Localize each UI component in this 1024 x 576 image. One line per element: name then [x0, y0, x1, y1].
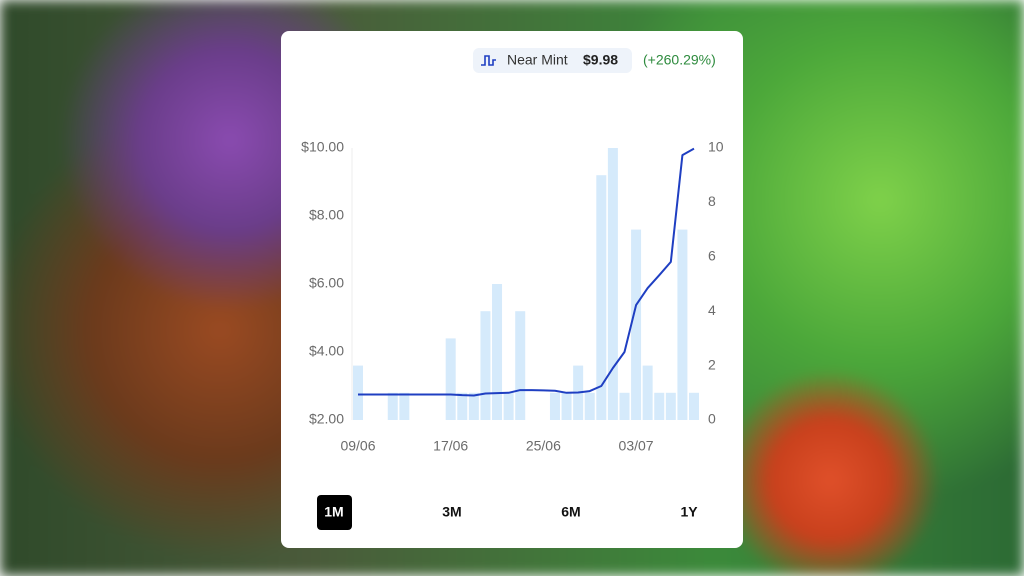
y2-tick-label: 4: [708, 302, 716, 318]
y-tick-label: $2.00: [309, 411, 344, 427]
bar: [353, 365, 363, 420]
bar: [631, 229, 642, 420]
bar: [549, 392, 560, 420]
card: [281, 31, 743, 548]
bar: [607, 148, 618, 420]
x-tick-label: 03/07: [619, 438, 654, 454]
y2-tick-label: 6: [708, 248, 716, 264]
bar: [689, 392, 699, 420]
price-line: [358, 147, 695, 397]
bar: [445, 338, 456, 420]
y-tick-label: $6.00: [309, 275, 344, 291]
bar: [584, 392, 595, 420]
bar: [503, 392, 514, 420]
bar: [515, 311, 526, 420]
bar: [399, 392, 410, 420]
y2-tick-label: 0: [708, 411, 716, 427]
legend-name: Near Mint: [507, 52, 568, 68]
bar: [387, 392, 398, 420]
range-button[interactable]: 3M: [442, 504, 461, 520]
bar: [492, 284, 503, 420]
bar: [457, 392, 468, 420]
bar: [619, 392, 630, 420]
y-tick-label: $10.00: [301, 139, 344, 155]
range-button[interactable]: 6M: [561, 504, 580, 520]
bar: [677, 229, 688, 420]
y2-tick-label: 10: [708, 139, 724, 155]
legend-icon: [481, 55, 496, 66]
range-button[interactable]: 1Y: [680, 504, 698, 520]
y-tick-label: $8.00: [309, 207, 344, 223]
x-tick-label: 25/06: [526, 438, 561, 454]
bar: [468, 392, 479, 420]
price: $9.98: [583, 52, 618, 68]
bar: [665, 392, 676, 420]
bar: [561, 392, 572, 420]
range-button-bg[interactable]: [317, 495, 352, 530]
bar: [596, 175, 607, 420]
bar: [654, 392, 665, 420]
bar: [642, 365, 653, 420]
legend-pill: [473, 48, 632, 73]
range-button[interactable]: 1M: [324, 504, 343, 520]
y-tick-label: $4.00: [309, 343, 344, 359]
x-tick-label: 17/06: [433, 438, 468, 454]
y2-tick-label: 8: [708, 193, 716, 209]
y2-tick-label: 2: [708, 356, 716, 372]
x-tick-label: 09/06: [340, 438, 375, 454]
change: (+260.29%): [643, 52, 716, 68]
bar: [480, 311, 491, 420]
